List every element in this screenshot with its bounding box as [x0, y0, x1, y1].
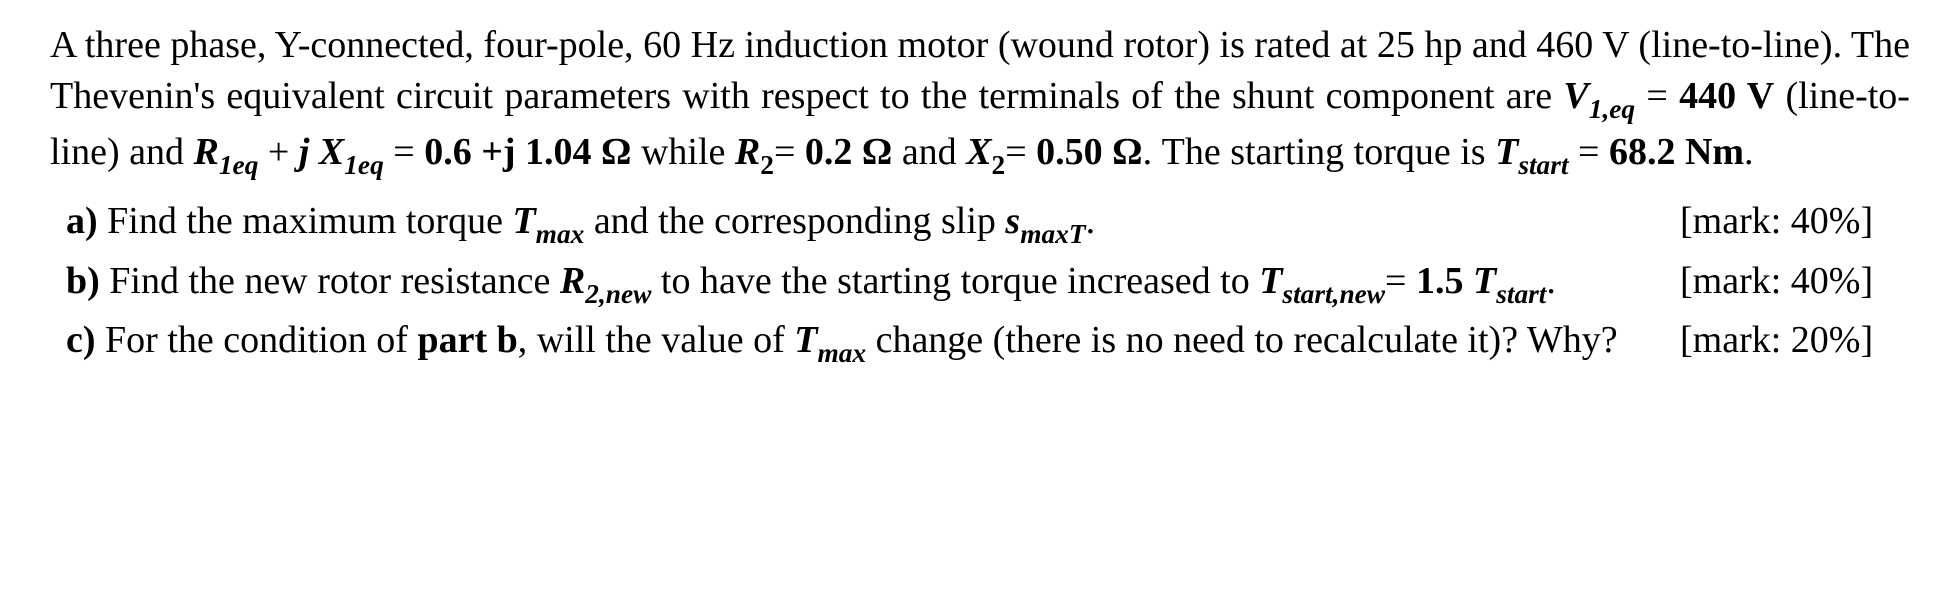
r2new-symbol: R — [560, 260, 585, 302]
part-c-body: c) For the condition of part b, will the… — [66, 315, 1680, 371]
problem-intro: A three phase, Y-connected, four-pole, 6… — [50, 20, 1910, 182]
tstartnew-subscript: start,new — [1282, 279, 1385, 309]
tstartnew-symbol: T — [1259, 260, 1282, 302]
r2new-subscript: 2,new — [585, 279, 651, 309]
part-b-factor: 1.5 — [1416, 260, 1473, 302]
part-c: c) For the condition of part b, will the… — [66, 315, 1910, 371]
part-a-label: a) — [66, 200, 98, 242]
part-a-text-2: and the corresponding slip — [584, 200, 1005, 242]
part-a: a) Find the maximum torque Tmax and the … — [66, 196, 1910, 252]
r2-value: 0.2 Ω — [805, 131, 892, 173]
tstart2-symbol: T — [1473, 260, 1496, 302]
eq-5: = — [1569, 131, 1609, 173]
part-c-mark: [mark: 20%] — [1680, 315, 1910, 366]
part-b: b) Find the new rotor resistance R2,new … — [66, 256, 1910, 312]
eq-4: = — [1005, 131, 1036, 173]
problem-page: A three phase, Y-connected, four-pole, 6… — [0, 0, 1940, 606]
part-b-body: b) Find the new rotor resistance R2,new … — [66, 256, 1680, 312]
part-a-text-1: Find the maximum torque — [98, 200, 513, 242]
x1eq-symbol: X — [319, 131, 344, 173]
eq-2: = — [384, 131, 424, 173]
problem-parts: a) Find the maximum torque Tmax and the … — [50, 196, 1910, 371]
tstart2-subscript: start — [1496, 279, 1546, 309]
part-b-ref: part b — [417, 319, 517, 361]
x1eq-subscript: 1eq — [344, 150, 384, 180]
r2-subscript: 2 — [760, 150, 774, 180]
x2-subscript: 2 — [992, 150, 1006, 180]
tmax2-subscript: max — [817, 338, 866, 368]
z-value: 0.6 +j 1.04 Ω — [424, 131, 631, 173]
tmax2-symbol: T — [794, 319, 817, 361]
and-text: and — [892, 131, 966, 173]
part-a-body: a) Find the maximum torque Tmax and the … — [66, 196, 1680, 252]
part-a-mark: [mark: 40%] — [1680, 196, 1910, 247]
smaxt-subscript: maxT — [1020, 219, 1085, 249]
part-c-text-2: , will the value of — [518, 319, 794, 361]
plus: + — [258, 131, 298, 173]
part-b-eq: = — [1385, 260, 1416, 302]
r1eq-symbol: R — [194, 131, 219, 173]
v1eq-value: 440 V — [1679, 75, 1774, 117]
intro-text-5: . — [1744, 131, 1754, 173]
eq-1: = — [1635, 75, 1679, 117]
r2-symbol: R — [735, 131, 760, 173]
eq-3: = — [774, 131, 805, 173]
v1eq-symbol: V — [1563, 75, 1588, 117]
part-b-text-1: Find the new rotor resistance — [100, 260, 560, 302]
intro-text-4: . The starting torque is — [1143, 131, 1495, 173]
part-b-mark: [mark: 40%] — [1680, 256, 1910, 307]
x2-value: 0.50 Ω — [1036, 131, 1142, 173]
tmax-symbol: T — [512, 200, 535, 242]
r1eq-subscript: 1eq — [219, 150, 259, 180]
part-a-text-3: . — [1086, 200, 1096, 242]
part-b-text-2: to have the starting torque increased to — [651, 260, 1259, 302]
part-c-text-3: change (there is no need to recalculate … — [866, 319, 1618, 361]
part-b-text-3: . — [1546, 260, 1556, 302]
part-b-label: b) — [66, 260, 100, 302]
intro-text-3: while — [631, 131, 734, 173]
tmax-subscript: max — [536, 219, 585, 249]
tstart-value: 68.2 Nm — [1609, 131, 1744, 173]
v1eq-subscript: 1,eq — [1589, 94, 1635, 124]
part-c-label: c) — [66, 319, 96, 361]
part-c-text-1: For the condition of — [96, 319, 418, 361]
x2-symbol: X — [966, 131, 991, 173]
tstart-subscript: start — [1518, 150, 1568, 180]
j-1: j — [299, 131, 319, 173]
tstart-symbol: T — [1495, 131, 1518, 173]
smaxt-symbol: s — [1005, 200, 1020, 242]
